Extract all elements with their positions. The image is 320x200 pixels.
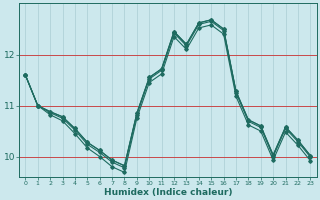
X-axis label: Humidex (Indice chaleur): Humidex (Indice chaleur)	[104, 188, 232, 197]
